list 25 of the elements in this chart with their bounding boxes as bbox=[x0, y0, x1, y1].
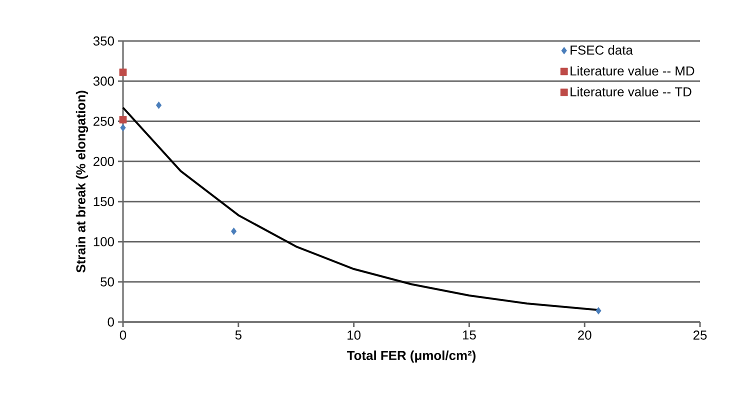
legend-label: FSEC data bbox=[570, 45, 633, 55]
point bbox=[230, 228, 237, 235]
point bbox=[156, 102, 162, 109]
x-tick-label: 20 bbox=[578, 330, 592, 340]
x-tick-label: 5 bbox=[235, 330, 242, 340]
legend-label: Literature value -- MD bbox=[570, 66, 694, 76]
legend-label: Literature value -- TD bbox=[570, 86, 692, 96]
point bbox=[120, 124, 126, 132]
y-tick-label: 300 bbox=[93, 76, 114, 86]
point bbox=[596, 307, 602, 314]
x-tick-label: 10 bbox=[348, 330, 361, 340]
point bbox=[119, 68, 127, 76]
x-axis-title: Total FER (μmol/cm²) bbox=[347, 350, 476, 363]
point bbox=[119, 116, 127, 124]
y-tick-label: 50 bbox=[100, 277, 114, 286]
y-tick-label: 200 bbox=[94, 156, 114, 166]
y-axis-title: Strain at break (% elongation) bbox=[76, 90, 88, 273]
y-tick-label: 0 bbox=[108, 317, 114, 327]
x-tick-label: 25 bbox=[693, 330, 707, 340]
y-tick-label: 350 bbox=[93, 36, 114, 46]
y-tick-label: 100 bbox=[94, 237, 114, 246]
y-tick-label: 150 bbox=[94, 196, 114, 206]
x-tick-label: 0 bbox=[120, 330, 126, 340]
y-tick-label: 250 bbox=[94, 116, 114, 126]
x-tick-label: 15 bbox=[462, 330, 476, 340]
